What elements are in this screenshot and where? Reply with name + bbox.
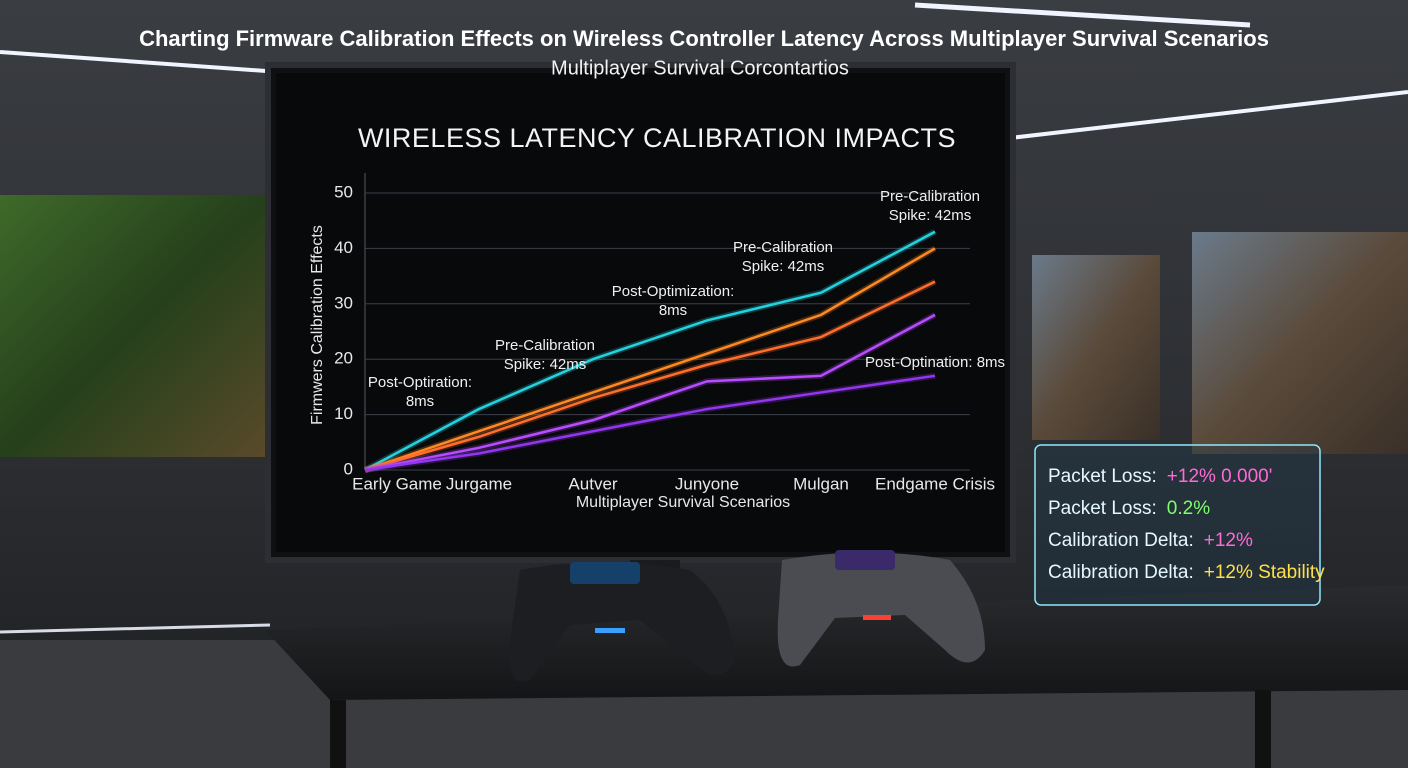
y-tick-label: 50 — [334, 182, 353, 201]
controller-silver — [777, 552, 985, 667]
panel-label: Calibration Delta: — [1048, 562, 1194, 583]
series-line — [364, 230, 936, 472]
panel-label: Packet Loss: — [1048, 466, 1157, 487]
ceiling-light — [1009, 90, 1408, 140]
y-tick-label: 20 — [334, 349, 353, 368]
annotation: Post-Optiration: — [368, 374, 472, 391]
annotation: 8ms — [406, 393, 434, 410]
y-tick-label: 40 — [334, 238, 353, 257]
panel-value: +12% — [1204, 530, 1253, 551]
side-screen-right — [1192, 232, 1408, 454]
annotation: 8ms — [659, 302, 687, 319]
chart-title: WIRELESS LATENCY CALIBRATION IMPACTS — [358, 123, 956, 153]
annotation: Spike: 42ms — [504, 356, 587, 373]
y-tick-label: 30 — [334, 293, 353, 312]
x-tick-label: Endgame Crisis — [875, 474, 995, 493]
desk-leg — [330, 700, 346, 768]
desk-leg — [1255, 690, 1271, 768]
controller-touchpad — [835, 550, 895, 570]
annotation: Pre-Calibration — [880, 188, 980, 205]
desk — [265, 585, 1408, 700]
x-tick-label: Early Game — [352, 474, 442, 493]
side-screen-left — [0, 195, 268, 457]
panel-label: Packet Loss: — [1048, 498, 1157, 519]
x-tick-label: Jurgame — [446, 474, 512, 493]
panel-value: +12% 0.000' — [1167, 466, 1273, 487]
panel-label: Calibration Delta: — [1048, 530, 1194, 551]
series-line — [364, 247, 936, 472]
annotation: Pre-Calibration — [733, 239, 833, 256]
annotation: Spike: 42ms — [742, 258, 825, 275]
monitor-screen — [276, 73, 1005, 552]
series-line — [364, 313, 936, 472]
y-tick-label: 10 — [334, 404, 353, 423]
controller-light — [863, 615, 891, 620]
x-tick-label: Mulgan — [793, 474, 849, 493]
side-screen-middle — [1032, 255, 1160, 440]
floor-light — [0, 623, 271, 634]
series-line — [364, 374, 936, 472]
panel-value: 0.2% — [1167, 498, 1210, 519]
ceiling-light — [0, 50, 281, 74]
controller-light — [595, 628, 625, 633]
controller-touchpad — [570, 562, 640, 584]
annotation: Spike: 42ms — [889, 207, 972, 224]
x-tick-label: Autver — [568, 474, 617, 493]
x-tick-label: Junyone — [675, 474, 739, 493]
y-axis-label: Firmwers Calibration Effects — [309, 225, 326, 425]
series-line — [364, 280, 936, 472]
page-caption: Charting Firmware Calibration Effects on… — [139, 26, 1269, 51]
y-tick-label: 0 — [344, 459, 353, 478]
annotation: Post-Optination: 8ms — [865, 354, 1005, 371]
controller-dark — [509, 562, 735, 682]
page-subtitle: Multiplayer Survival Corcontartios — [551, 57, 849, 79]
x-axis-label: Multiplayer Survival Scenarios — [576, 494, 790, 511]
annotation: Pre-Calibration — [495, 337, 595, 354]
panel-value: +12% Stability — [1204, 562, 1325, 583]
annotation: Post-Optimization: — [612, 283, 735, 300]
info-panel — [1034, 444, 1321, 606]
ceiling-light — [914, 2, 1251, 28]
